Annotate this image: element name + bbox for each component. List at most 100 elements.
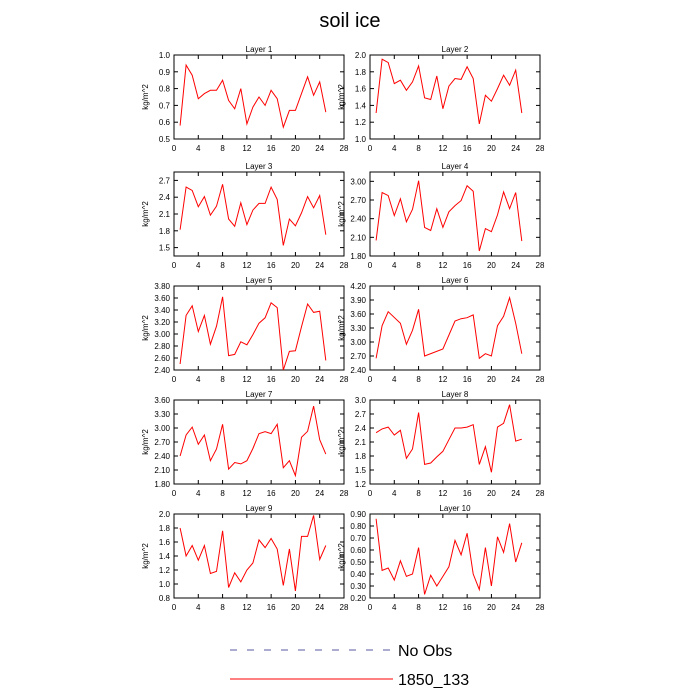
y-tick-label: 3.30 <box>154 410 170 419</box>
x-tick-label: 24 <box>315 489 324 498</box>
x-tick-label: 4 <box>196 261 201 270</box>
chart-panel-9: 0 4 8 12 16 20 24 28 0.8 1.0 1.2 1.4 1.6 1.8 2.0 Layer … <box>141 504 349 612</box>
panel-title: Layer 5 <box>246 276 273 285</box>
y-tick-label: 1.80 <box>154 480 170 489</box>
x-tick-label: 20 <box>291 144 300 153</box>
chart-panel-8: 0 4 8 12 16 20 24 28 1.2 1.5 1.8 2.1 2.4 2.7 3.0 Layer … <box>337 390 545 498</box>
x-tick-label: 20 <box>291 489 300 498</box>
y-tick-label: 1.8 <box>159 227 171 236</box>
x-tick-label: 20 <box>291 261 300 270</box>
y-tick-label: 0.60 <box>350 546 366 555</box>
x-tick-label: 16 <box>463 261 472 270</box>
y-tick-label: 1.0 <box>355 135 367 144</box>
x-tick-label: 16 <box>267 261 276 270</box>
x-tick-label: 24 <box>511 489 520 498</box>
x-tick-label: 8 <box>220 375 225 384</box>
panel-title: Layer 1 <box>246 45 273 54</box>
x-tick-label: 16 <box>267 603 276 612</box>
x-tick-label: 4 <box>392 489 397 498</box>
y-tick-label: 1.8 <box>159 524 171 533</box>
x-tick-label: 0 <box>172 261 177 270</box>
x-tick-label: 0 <box>172 144 177 153</box>
panel-title: Layer 9 <box>246 504 273 513</box>
figure-title: soil ice <box>319 10 381 32</box>
y-tick-label: 1.0 <box>159 580 171 589</box>
x-tick-label: 16 <box>463 603 472 612</box>
y-tick-label: 3.60 <box>154 396 170 405</box>
y-tick-label: 3.40 <box>154 306 170 315</box>
series-line <box>179 296 327 371</box>
x-tick-label: 12 <box>438 603 447 612</box>
x-tick-label: 28 <box>340 489 349 498</box>
x-tick-label: 8 <box>220 603 225 612</box>
y-tick-label: 2.4 <box>355 424 367 433</box>
chart-panel-7: 0 4 8 12 16 20 24 28 1.80 2.10 2.40 2.70 3.00 3.30 3.6… <box>141 390 349 498</box>
y-axis-label: kg/m^2 <box>337 429 346 455</box>
y-tick-label: 0.70 <box>350 534 366 543</box>
y-axis-label: kg/m^2 <box>337 315 346 341</box>
y-tick-label: 2.0 <box>355 51 367 60</box>
y-tick-label: 1.2 <box>355 480 367 489</box>
y-tick-label: 1.8 <box>355 68 367 77</box>
y-tick-label: 3.90 <box>350 296 366 305</box>
x-tick-label: 12 <box>242 603 251 612</box>
y-axis-label: kg/m^2 <box>141 429 150 455</box>
x-tick-label: 28 <box>536 489 545 498</box>
y-tick-label: 2.70 <box>350 352 366 361</box>
panel-title: Layer 8 <box>442 390 469 399</box>
y-tick-label: 2.7 <box>159 176 171 185</box>
x-tick-label: 20 <box>291 375 300 384</box>
x-tick-label: 28 <box>536 261 545 270</box>
x-tick-label: 12 <box>438 375 447 384</box>
x-tick-label: 4 <box>196 375 201 384</box>
plot-frame <box>173 513 345 599</box>
x-tick-label: 20 <box>487 144 496 153</box>
plot-frame <box>369 285 541 371</box>
y-tick-label: 2.60 <box>154 354 170 363</box>
legend-label: 1850_133 <box>398 672 469 689</box>
x-tick-label: 0 <box>172 375 177 384</box>
x-tick-label: 20 <box>487 375 496 384</box>
series-line <box>179 184 327 246</box>
x-tick-label: 4 <box>196 603 201 612</box>
x-tick-label: 28 <box>340 603 349 612</box>
y-tick-label: 0.40 <box>350 570 366 579</box>
x-tick-label: 28 <box>536 144 545 153</box>
plot-frame <box>369 54 541 140</box>
x-tick-label: 12 <box>438 261 447 270</box>
y-tick-label: 3.00 <box>154 330 170 339</box>
x-tick-label: 4 <box>392 375 397 384</box>
y-tick-label: 0.20 <box>350 594 366 603</box>
x-tick-label: 28 <box>340 144 349 153</box>
panel-title: Layer 10 <box>439 504 471 513</box>
x-tick-label: 0 <box>368 603 373 612</box>
x-tick-label: 8 <box>220 144 225 153</box>
x-tick-label: 8 <box>416 603 421 612</box>
x-tick-label: 0 <box>368 375 373 384</box>
x-tick-label: 28 <box>536 603 545 612</box>
x-tick-label: 8 <box>416 144 421 153</box>
y-tick-label: 2.10 <box>154 466 170 475</box>
y-tick-label: 3.00 <box>350 177 366 186</box>
y-tick-label: 3.00 <box>350 338 366 347</box>
y-tick-label: 1.5 <box>159 244 171 253</box>
y-tick-label: 2.40 <box>350 366 366 375</box>
x-tick-label: 4 <box>392 261 397 270</box>
panel-title: Layer 4 <box>442 162 469 171</box>
y-tick-label: 1.4 <box>355 101 367 110</box>
x-tick-label: 12 <box>242 489 251 498</box>
y-tick-label: 0.8 <box>159 85 171 94</box>
x-tick-label: 24 <box>315 261 324 270</box>
y-axis-label: kg/m^2 <box>337 84 346 110</box>
x-tick-label: 8 <box>220 489 225 498</box>
x-tick-label: 16 <box>463 489 472 498</box>
y-tick-label: 0.7 <box>159 101 171 110</box>
x-tick-label: 4 <box>196 489 201 498</box>
y-tick-label: 2.70 <box>154 438 170 447</box>
y-tick-label: 3.20 <box>154 318 170 327</box>
x-tick-label: 0 <box>368 261 373 270</box>
x-tick-label: 24 <box>511 144 520 153</box>
x-tick-label: 16 <box>463 375 472 384</box>
x-tick-label: 8 <box>416 489 421 498</box>
